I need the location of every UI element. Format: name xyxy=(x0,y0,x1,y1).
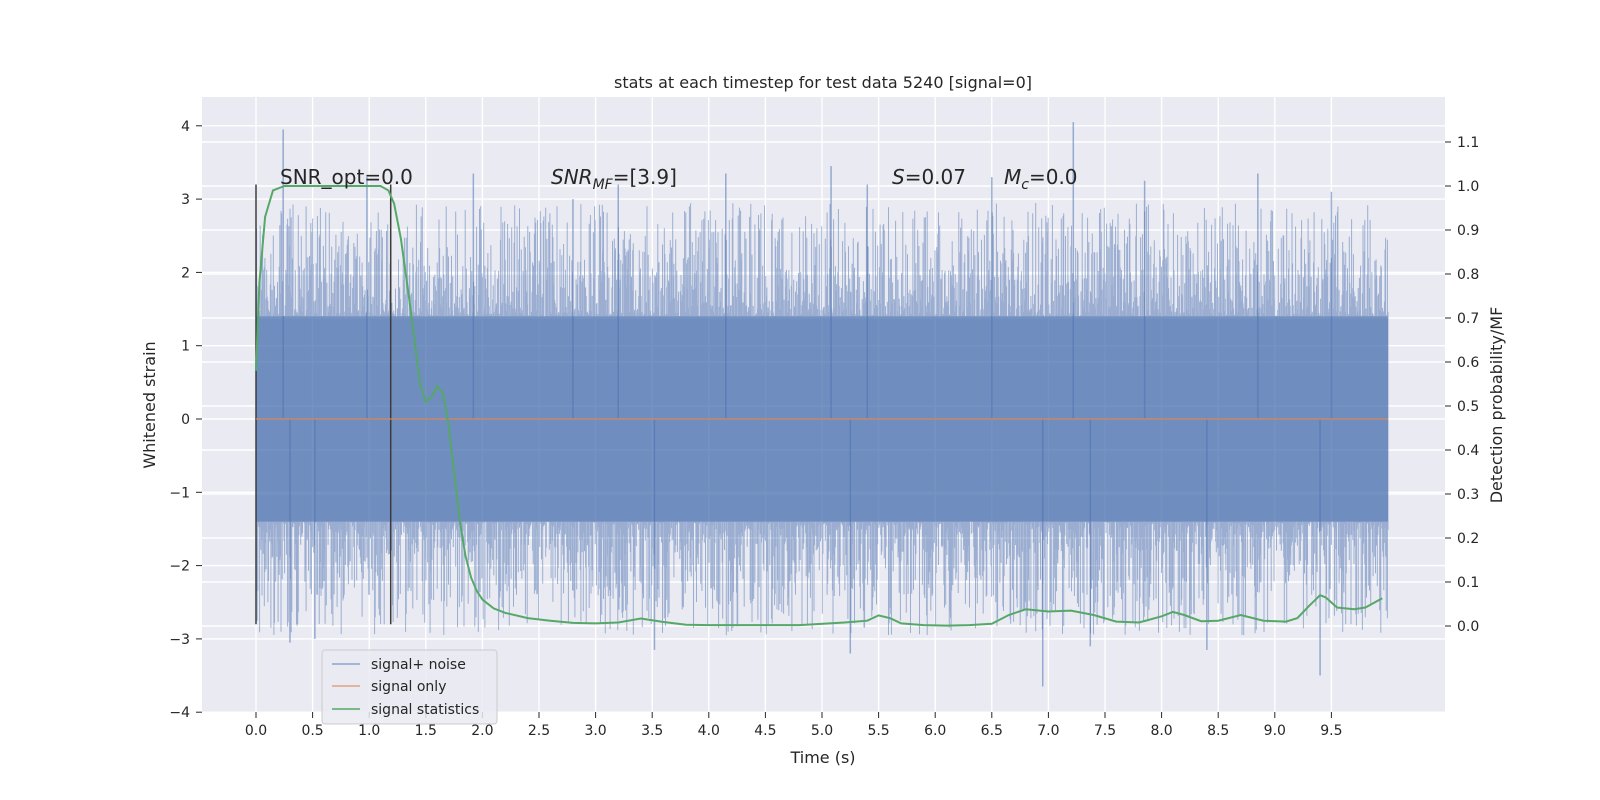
x-tick-label: 3.5 xyxy=(641,723,663,739)
x-tick-label: 5.0 xyxy=(811,723,833,739)
x-axis-label: Time (s) xyxy=(789,748,855,767)
annotation-snr-opt: SNR_opt=0.0 xyxy=(280,165,413,189)
right-tick-label: 0.8 xyxy=(1457,267,1479,283)
annotation-s: S=0.07 xyxy=(892,165,966,189)
legend-label-signal-only: signal only xyxy=(371,679,446,695)
right-tick-label: 0.4 xyxy=(1457,443,1479,459)
annotation-snr-mf: SNRMF=[3.9] xyxy=(551,165,677,193)
annotation-mc-value: =0.0 xyxy=(1029,165,1078,189)
x-tick-label: 0.5 xyxy=(301,723,323,739)
x-tick-label: 2.0 xyxy=(471,723,493,739)
x-tick-label: 9.0 xyxy=(1264,723,1286,739)
x-tick-label: 6.5 xyxy=(981,723,1003,739)
x-tick-label: 2.5 xyxy=(528,723,550,739)
right-tick-label: 1.0 xyxy=(1457,179,1479,195)
annotation-s-var: S xyxy=(892,165,905,189)
legend-label-signal-statistics: signal statistics xyxy=(371,702,479,718)
x-tick-label: 6.0 xyxy=(924,723,946,739)
signal-statistics-series xyxy=(255,185,1383,627)
y-axis-label-left: Whitened strain xyxy=(140,341,159,468)
x-tick-label: 0.0 xyxy=(245,723,267,739)
left-tick-label: −2 xyxy=(169,559,190,575)
annotation-mc-var: M xyxy=(1004,165,1021,189)
right-tick-label: 1.1 xyxy=(1457,135,1479,151)
x-tick-label: 3.0 xyxy=(584,723,606,739)
legend: signal+ noise signal only signal statist… xyxy=(321,649,498,725)
right-tick-label: 0.5 xyxy=(1457,399,1479,415)
x-tick-label: 7.0 xyxy=(1037,723,1059,739)
legend-frame xyxy=(321,649,498,725)
x-tick-label: 8.0 xyxy=(1150,723,1172,739)
x-axis-ticks: 0.0 0.5 1.0 1.5 2.0 2.5 3.0 3.5 4.0 4.5 5.0 5.5 6.0 6… xyxy=(245,712,1343,739)
x-tick-label: 9.5 xyxy=(1320,723,1342,739)
right-tick-label: 0.9 xyxy=(1457,223,1479,239)
annotation-snr-mf-var: SNR xyxy=(551,165,593,189)
x-tick-label: 8.5 xyxy=(1207,723,1229,739)
right-axis-ticks: 1.1 1.0 0.9 0.8 0.7 0.6 0.5 0.4 0.3 0.2 0.1 0.0 xyxy=(1445,135,1479,635)
x-tick-label: 4.0 xyxy=(698,723,720,739)
x-tick-label: 1.0 xyxy=(358,723,380,739)
left-tick-label: −4 xyxy=(169,705,190,721)
left-tick-label: 1 xyxy=(181,339,190,355)
right-tick-label: 0.7 xyxy=(1457,311,1479,327)
annotation-mc-sub: c xyxy=(1021,177,1029,193)
annotation-snr-mf-value: =[3.9] xyxy=(613,165,677,189)
right-tick-label: 0.6 xyxy=(1457,355,1479,371)
chart-title: stats at each timestep for test data 524… xyxy=(614,73,1032,92)
x-tick-label: 5.5 xyxy=(867,723,889,739)
right-tick-label: 0.3 xyxy=(1457,487,1479,503)
left-tick-label: 0 xyxy=(181,412,190,428)
right-tick-label: 0.2 xyxy=(1457,531,1479,547)
left-tick-label: 3 xyxy=(181,192,190,208)
signal-statistics-line xyxy=(255,185,1383,627)
annotation-snr-mf-sub: MF xyxy=(593,177,614,193)
x-tick-label: 4.5 xyxy=(754,723,776,739)
left-tick-label: −3 xyxy=(169,632,190,648)
left-axis-ticks: 4 3 2 1 0 −1 −2 −3 −4 xyxy=(169,119,202,721)
x-tick-label: 7.5 xyxy=(1094,723,1116,739)
legend-label-signal-noise: signal+ noise xyxy=(371,657,466,673)
left-tick-label: 2 xyxy=(181,265,190,281)
vertical-markers xyxy=(255,184,392,625)
left-tick-label: 4 xyxy=(181,119,190,135)
right-tick-label: 0.1 xyxy=(1457,575,1479,591)
x-tick-label: 1.5 xyxy=(415,723,437,739)
left-tick-label: −1 xyxy=(169,485,190,501)
right-tick-label: 0.0 xyxy=(1457,619,1479,635)
annotation-s-value: =0.07 xyxy=(905,165,966,189)
annotation-mc: Mc=0.0 xyxy=(1004,165,1078,193)
y-axis-label-right: Detection probability/MF xyxy=(1487,307,1506,504)
